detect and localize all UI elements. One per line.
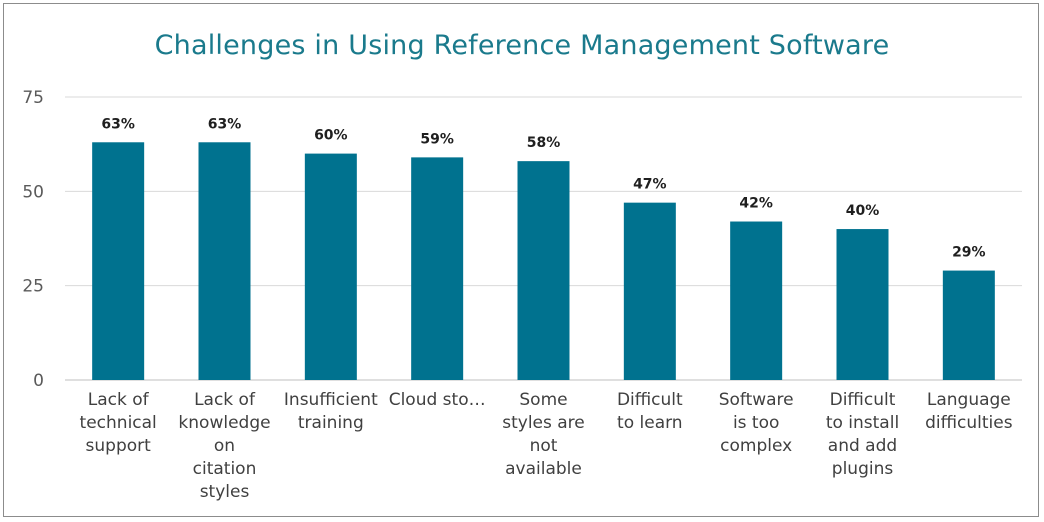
x-tick-label: to install — [826, 413, 899, 433]
bar — [730, 221, 783, 380]
x-tick-label: Some — [519, 390, 567, 410]
bar — [304, 153, 357, 380]
data-label: 63% — [208, 116, 242, 132]
x-tick-label: support — [86, 436, 152, 456]
bar — [92, 142, 145, 380]
data-label: 63% — [101, 116, 135, 132]
data-label: 60% — [314, 128, 348, 144]
x-tick-label: Software — [719, 390, 794, 410]
x-tick-label: available — [505, 459, 582, 479]
bar — [836, 229, 889, 380]
bar — [517, 161, 570, 380]
y-tick-label: 75 — [22, 88, 44, 108]
bar — [411, 157, 464, 380]
x-tick-label: Lack of — [194, 390, 256, 410]
y-tick-label: 0 — [33, 371, 44, 391]
data-label: 47% — [633, 177, 667, 193]
data-label: 59% — [420, 131, 454, 147]
x-tick-label: training — [298, 413, 364, 433]
data-label: 40% — [846, 203, 880, 219]
bar — [623, 202, 676, 380]
data-label: 42% — [739, 196, 773, 212]
bar — [198, 142, 251, 380]
x-tick-label: styles are — [502, 413, 585, 433]
x-tick-label: not — [530, 436, 558, 456]
x-tick-label: Language — [927, 390, 1011, 410]
bar — [942, 270, 995, 380]
x-tick-label: and add — [828, 436, 897, 456]
y-tick-label: 25 — [22, 277, 44, 297]
chart-title: Challenges in Using Reference Management… — [154, 30, 890, 61]
data-label: 29% — [952, 245, 986, 261]
x-tick-label: Lack of — [88, 390, 150, 410]
x-tick-label: plugins — [832, 459, 894, 479]
x-tick-label: knowledge — [178, 413, 270, 433]
x-tick-label: styles — [200, 482, 250, 502]
x-tick-label: Difficult — [830, 390, 896, 410]
x-tick-label: Insufficient — [284, 390, 378, 410]
x-tick-label: technical — [80, 413, 157, 433]
x-tick-label: on — [214, 436, 235, 456]
x-tick-label: Difficult — [617, 390, 683, 410]
data-label: 58% — [527, 135, 561, 151]
y-tick-label: 50 — [22, 182, 44, 202]
x-tick-label: is too — [733, 413, 779, 433]
x-tick-label: Cloud sto… — [389, 390, 486, 410]
x-tick-label: complex — [720, 436, 792, 456]
x-tick-label: citation — [193, 459, 257, 479]
x-tick-label: to learn — [617, 413, 683, 433]
x-tick-label: difficulties — [925, 413, 1013, 433]
